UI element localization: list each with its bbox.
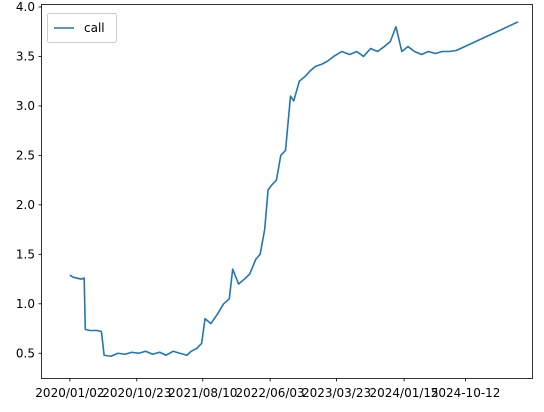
x-tick-label: 2024/01/15 bbox=[370, 386, 439, 400]
y-tick-label: 2.0 bbox=[16, 198, 35, 212]
y-tick-label: 0.5 bbox=[16, 346, 35, 360]
x-tick-label: 2020/01/02 bbox=[35, 386, 104, 400]
legend-label-call: call bbox=[84, 21, 105, 35]
plot-frame bbox=[41, 4, 533, 379]
series-line-call bbox=[69, 21, 519, 358]
plot-lines bbox=[69, 21, 519, 358]
y-axis: 0.5 1.0 1.5 2.0 2.5 3.0 3.5 4.0 bbox=[16, 0, 42, 360]
x-tick-label: 2023/03/23 bbox=[302, 386, 371, 400]
x-axis: 2020/01/022020/10/232021/08/102022/06/03… bbox=[35, 378, 500, 400]
x-tick-label: 2020/10/23 bbox=[102, 386, 171, 400]
legend-box bbox=[47, 13, 117, 43]
x-tick-label: 2021/08/10 bbox=[168, 386, 237, 400]
y-tick-label: 3.0 bbox=[16, 99, 35, 113]
y-tick-label: 4.0 bbox=[16, 0, 35, 14]
legend: call bbox=[47, 13, 117, 43]
y-tick-label: 2.5 bbox=[16, 148, 35, 162]
y-tick-label: 1.0 bbox=[16, 297, 35, 311]
y-tick-label: 3.5 bbox=[16, 49, 35, 63]
y-tick-label: 1.5 bbox=[16, 247, 35, 261]
x-tick-label: 2022/06/03 bbox=[236, 386, 305, 400]
x-tick-label: 2024-10-12 bbox=[431, 386, 501, 400]
